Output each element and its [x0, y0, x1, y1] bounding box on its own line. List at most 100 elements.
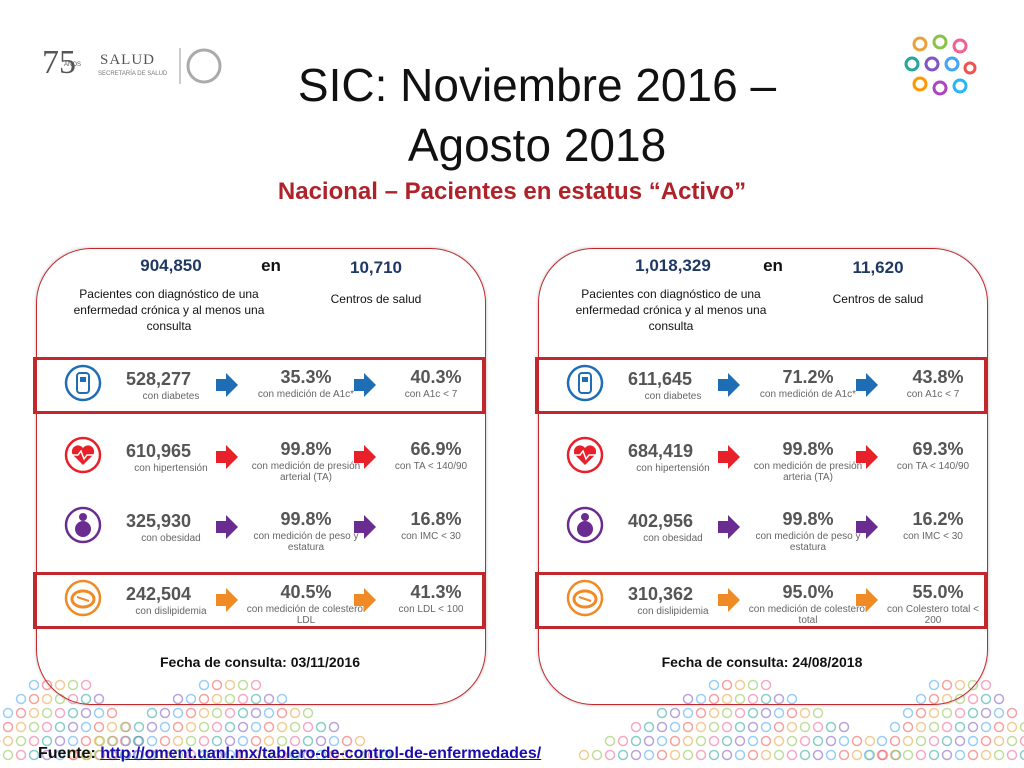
dot [630, 735, 642, 747]
measured-label: con medición de presión arterial (TA) [251, 461, 361, 483]
measured: 99.8% [280, 509, 332, 529]
logo-years: AÑOS [64, 62, 82, 68]
dot [354, 735, 366, 747]
dot [159, 735, 171, 747]
dot [786, 749, 798, 761]
dot [630, 749, 642, 761]
arrow [216, 373, 238, 397]
count: 611,645 [628, 369, 693, 389]
count: 242,504 [126, 584, 192, 604]
dot [119, 735, 131, 747]
dot [980, 693, 992, 705]
dot [954, 735, 966, 747]
dot [708, 679, 720, 691]
dot [682, 735, 694, 747]
count-label: con dislipidemia [637, 606, 709, 617]
dot [80, 749, 92, 761]
dot [41, 749, 53, 761]
dot [721, 707, 733, 719]
dot [237, 721, 249, 733]
arrow [718, 373, 740, 397]
ministry-sub: SECRETARÍA DE SALUD [98, 71, 168, 77]
dot [41, 707, 53, 719]
arrow [856, 515, 878, 539]
ministry: SALUD [100, 52, 156, 68]
control: 66.9% [410, 439, 462, 459]
dot [980, 749, 992, 761]
dot [67, 735, 79, 747]
dot [928, 707, 940, 719]
control-label: con TA < 140/90 [896, 461, 970, 472]
dot [67, 707, 79, 719]
dot [941, 749, 953, 761]
dot [198, 707, 210, 719]
dot [915, 707, 927, 719]
dot [902, 721, 914, 733]
dot [224, 749, 236, 761]
control: 16.8% [410, 509, 462, 529]
dot [367, 749, 379, 761]
arrow [718, 588, 740, 612]
dot [682, 721, 694, 733]
dot [708, 721, 720, 733]
panel [538, 248, 988, 705]
dot [80, 707, 92, 719]
dot [734, 749, 746, 761]
dot [237, 707, 249, 719]
highlight-box [535, 357, 987, 414]
highlight-box [33, 357, 485, 414]
count-label: con diabetes [142, 391, 200, 402]
footer: Fuente: http://oment.uanl.mx/tablero-de-… [38, 745, 541, 763]
dot [302, 721, 314, 733]
dot [1006, 721, 1018, 733]
dot [224, 693, 236, 705]
dot [967, 721, 979, 733]
dot [15, 735, 27, 747]
dot [760, 749, 772, 761]
control: 40.3% [410, 367, 462, 387]
dot [54, 749, 66, 761]
dot [941, 735, 953, 747]
dot [825, 735, 837, 747]
footer-link[interactable]: http://oment.uanl.mx/tablero-de-control-… [100, 745, 542, 762]
dot [617, 735, 629, 747]
dot [669, 707, 681, 719]
dot [993, 749, 1005, 761]
dot [15, 693, 27, 705]
arrow [354, 515, 376, 539]
row-icon [566, 436, 604, 474]
row-icon [566, 579, 604, 617]
dot [315, 735, 327, 747]
dot [15, 721, 27, 733]
dot [721, 693, 733, 705]
dot [578, 749, 590, 761]
dot [315, 749, 327, 761]
count: 684,419 [628, 441, 694, 461]
measured-label: con medición de A1c* [759, 389, 857, 400]
dot [695, 721, 707, 733]
dot [41, 693, 53, 705]
dot [224, 735, 236, 747]
row-icon [566, 506, 604, 544]
measured: 35.3% [280, 367, 332, 387]
dot [889, 735, 901, 747]
dot [1019, 749, 1024, 761]
dot [289, 749, 301, 761]
dot [656, 721, 668, 733]
dot [1019, 721, 1024, 733]
arrow [354, 445, 376, 469]
count: 402,956 [628, 511, 694, 531]
centers-count: 11,620 [852, 258, 904, 277]
dot [876, 735, 888, 747]
dot [250, 707, 262, 719]
count-label: con hipertensión [134, 463, 208, 474]
dot [263, 693, 275, 705]
dot [211, 707, 223, 719]
dot [708, 735, 720, 747]
arrow [216, 515, 238, 539]
dot [734, 735, 746, 747]
footer-prefix: Fuente: [38, 745, 96, 762]
dot [250, 735, 262, 747]
dot [67, 721, 79, 733]
dot [734, 721, 746, 733]
